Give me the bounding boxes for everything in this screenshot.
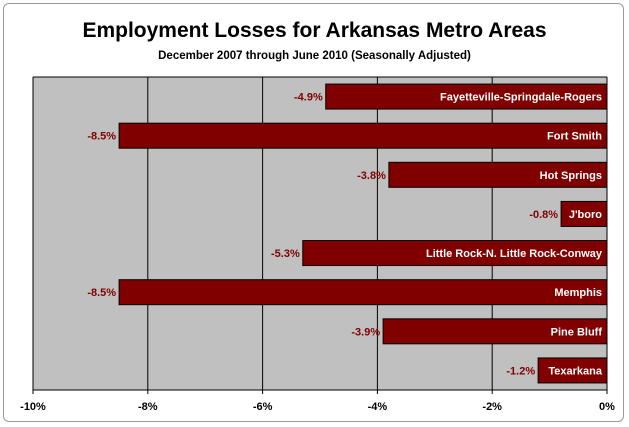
bar-4	[302, 240, 608, 267]
value-label-2: -3.8%	[357, 170, 386, 182]
category-label-4: Little Rock-N. Little Rock-Conway	[426, 248, 603, 260]
bars	[118, 83, 608, 384]
x-tick-label-2: -6%	[253, 401, 273, 413]
bar-3	[560, 200, 608, 227]
category-label-0: Fayetteville-Springdale-Rogers	[440, 92, 602, 104]
category-label-7: Texarkana	[548, 365, 602, 377]
x-axis: -10% -8% -6% -4% -2% 0%	[20, 76, 615, 413]
x-tick-label-4: -2%	[482, 401, 502, 413]
x-tick-label-3: -4%	[368, 401, 388, 413]
value-labels: -4.9% -8.5% -3.8% -0.8% -5.3% -8.5% -3.9% -1.2%	[87, 92, 558, 378]
value-label-0: -4.9%	[294, 92, 323, 104]
category-label-2: Hot Springs	[540, 170, 602, 182]
value-label-1: -8.5%	[87, 131, 116, 143]
value-label-3: -0.8%	[529, 209, 558, 221]
bar-1	[118, 122, 608, 149]
chart-title: Employment Losses for Arkansas Metro Are…	[82, 19, 547, 42]
value-label-4: -5.3%	[271, 248, 300, 260]
category-label-5: Memphis	[554, 287, 602, 299]
category-label-3: J'boro	[569, 209, 602, 221]
bar-5	[118, 279, 608, 306]
bar-2	[388, 161, 608, 188]
category-labels: Fayetteville-Springdale-Rogers Fort Smith…	[426, 92, 603, 378]
value-label-7: -1.2%	[506, 365, 535, 377]
x-tick-label-1: -8%	[138, 401, 158, 413]
value-label-5: -8.5%	[87, 287, 116, 299]
chart-subtitle: December 2007 through June 2010 (Seasona…	[158, 50, 471, 62]
bar-6	[382, 318, 608, 345]
x-tick-label-5: 0%	[599, 401, 615, 413]
category-label-1: Fort Smith	[547, 131, 602, 143]
category-label-6: Pine Bluff	[551, 326, 603, 338]
value-label-6: -3.9%	[351, 326, 380, 338]
x-tick-label-0: -10%	[20, 401, 46, 413]
bar-7	[537, 357, 608, 384]
